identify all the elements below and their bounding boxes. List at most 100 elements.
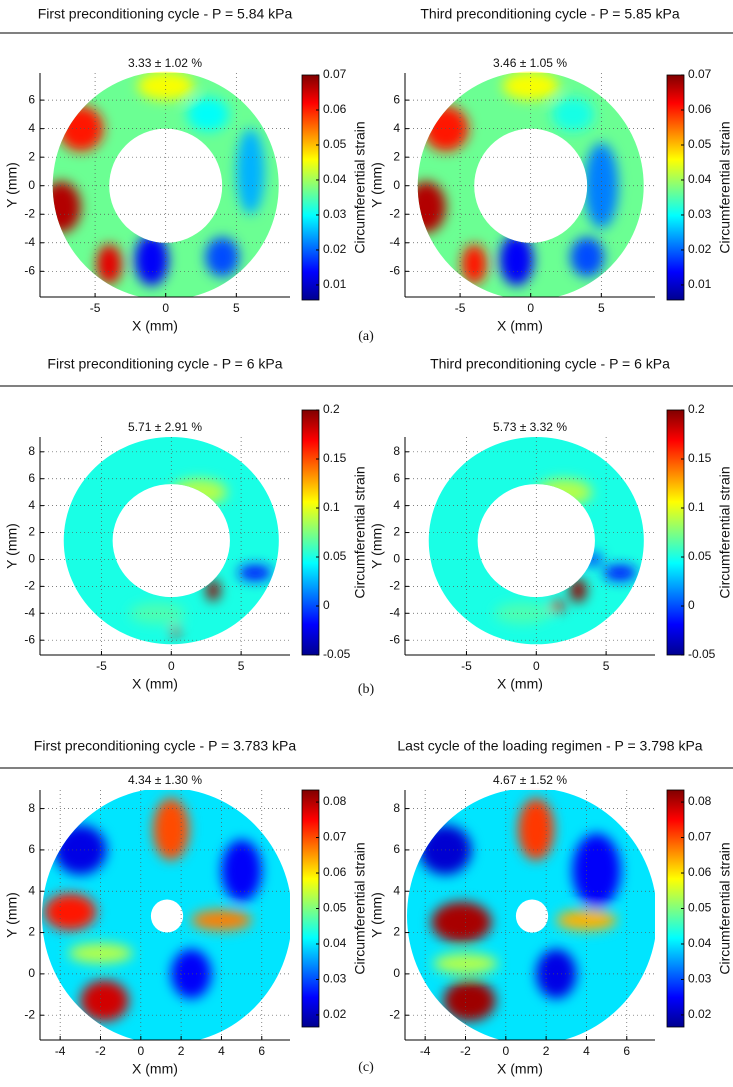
y-tick-label: 8 [393, 801, 400, 815]
strain-region [80, 980, 129, 1022]
x-tick-label: 6 [258, 1044, 265, 1058]
strain-region [569, 578, 587, 603]
strain-map [428, 437, 644, 645]
y-tick-label: 8 [28, 801, 35, 815]
colorbar-tick-label: 0.08 [688, 794, 712, 808]
y-tick-label: -6 [24, 632, 35, 646]
strain-region [205, 237, 240, 278]
colorbar-tick-label: 0.03 [688, 207, 712, 221]
annotation: 4.67 ± 1.52 % [493, 773, 567, 787]
colorbar-tick-label: 0.02 [323, 242, 347, 256]
colorbar-tick-label: 0.04 [323, 172, 347, 186]
colorbar-label: Circumferential strain [352, 466, 368, 598]
y-tick-label: -6 [389, 632, 400, 646]
strain-region [461, 244, 487, 285]
colorbar-tick-label: 0.01 [688, 277, 712, 291]
colorbar-tick-label: 0.02 [688, 242, 712, 256]
strain-region [52, 181, 81, 233]
colorbar-tick-label: 0.03 [688, 972, 712, 986]
strain-region [221, 839, 262, 902]
colorbar-tick-label: 0.05 [688, 137, 712, 151]
panel-title: First preconditioning cycle - P = 5.84 k… [38, 6, 293, 22]
strain-region [570, 237, 605, 278]
y-tick-label: 0 [28, 178, 35, 192]
x-tick-label: 5 [598, 301, 605, 315]
y-tick-label: 4 [393, 121, 400, 135]
strain-region [433, 953, 498, 974]
strain-region [191, 909, 252, 931]
strain-region [580, 552, 604, 567]
colorbar-tick-label: 0.08 [323, 794, 347, 808]
y-tick-label: -4 [389, 235, 400, 249]
y-tick-label: -2 [24, 206, 35, 220]
colorbar-tick-label: -0.05 [688, 647, 716, 661]
y-tick-label: 0 [28, 552, 35, 566]
colorbar-tick-label: 0.15 [323, 451, 347, 465]
colorbar-label: Circumferential strain [717, 466, 733, 598]
y-tick-label: 0 [28, 966, 35, 980]
strain-region [152, 798, 190, 861]
y-axis-label: Y (mm) [4, 523, 20, 569]
strain-region [431, 901, 492, 943]
x-tick-label: -5 [90, 301, 101, 315]
colorbar-tick-label: 0.06 [688, 102, 712, 116]
strain-region [551, 97, 595, 132]
annotation: 5.73 ± 3.32 % [493, 420, 567, 434]
panel-title: Third preconditioning cycle - P = 5.85 k… [420, 6, 679, 22]
y-tick-label: -4 [24, 235, 35, 249]
x-axis-label: X (mm) [497, 318, 543, 334]
panel-label: (c) [358, 1060, 374, 1075]
x-tick-label: 0 [502, 1044, 509, 1058]
y-tick-label: -2 [389, 1007, 400, 1021]
panel-label: (a) [358, 329, 374, 344]
colorbar [301, 74, 320, 301]
colorbar-tick-label: 0 [688, 598, 695, 612]
annotation: 3.46 ± 1.05 % [493, 56, 567, 70]
strain-region [556, 909, 617, 931]
y-tick-label: 6 [28, 471, 35, 485]
colorbar-tick-label: 0.05 [323, 137, 347, 151]
colorbar-tick-label: 0 [323, 598, 330, 612]
colorbar-tick-label: 0.05 [323, 901, 347, 915]
strain-region [134, 234, 169, 286]
y-tick-label: 0 [393, 552, 400, 566]
colorbar-label: Circumferential strain [352, 842, 368, 974]
x-tick-label: -2 [460, 1044, 471, 1058]
y-axis-label: Y (mm) [369, 523, 385, 569]
y-tick-label: -6 [24, 263, 35, 277]
x-tick-label: 5 [603, 659, 610, 673]
strain-region [129, 602, 186, 625]
colorbar-tick-label: 0.04 [688, 172, 712, 186]
y-tick-label: 2 [28, 925, 35, 939]
y-tick-label: -2 [389, 579, 400, 593]
y-axis-label: Y (mm) [4, 162, 20, 208]
x-tick-label: 2 [543, 1044, 550, 1058]
x-tick-label: 4 [218, 1044, 225, 1058]
strain-region [236, 128, 265, 215]
y-tick-label: 0 [393, 178, 400, 192]
y-tick-label: 6 [393, 471, 400, 485]
x-axis-label: X (mm) [497, 1061, 543, 1077]
panel-label: (b) [358, 682, 375, 697]
colorbar-tick-label: 0.05 [688, 901, 712, 915]
annotation: 5.71 ± 2.91 % [128, 420, 202, 434]
strain-region [186, 97, 230, 132]
colorbar-tick-label: 0.1 [688, 500, 705, 514]
map-blobs [44, 798, 262, 1022]
colorbar-tick-label: 0.07 [323, 67, 347, 81]
y-tick-label: 2 [393, 925, 400, 939]
x-tick-label: -4 [55, 1044, 66, 1058]
y-tick-label: 4 [28, 883, 35, 897]
strain-region [536, 478, 593, 506]
colorbar-tick-label: 0.05 [323, 549, 347, 563]
colorbar-tick-label: 0.1 [323, 500, 340, 514]
colorbar [301, 409, 320, 656]
panel-title: Last cycle of the loading regimen - P = … [397, 738, 702, 754]
y-tick-label: 2 [393, 149, 400, 163]
y-axis-label: Y (mm) [4, 892, 20, 938]
strain-map [52, 71, 279, 297]
strain-region [206, 579, 221, 602]
x-axis-label: X (mm) [497, 676, 543, 692]
strain-map [417, 71, 644, 297]
